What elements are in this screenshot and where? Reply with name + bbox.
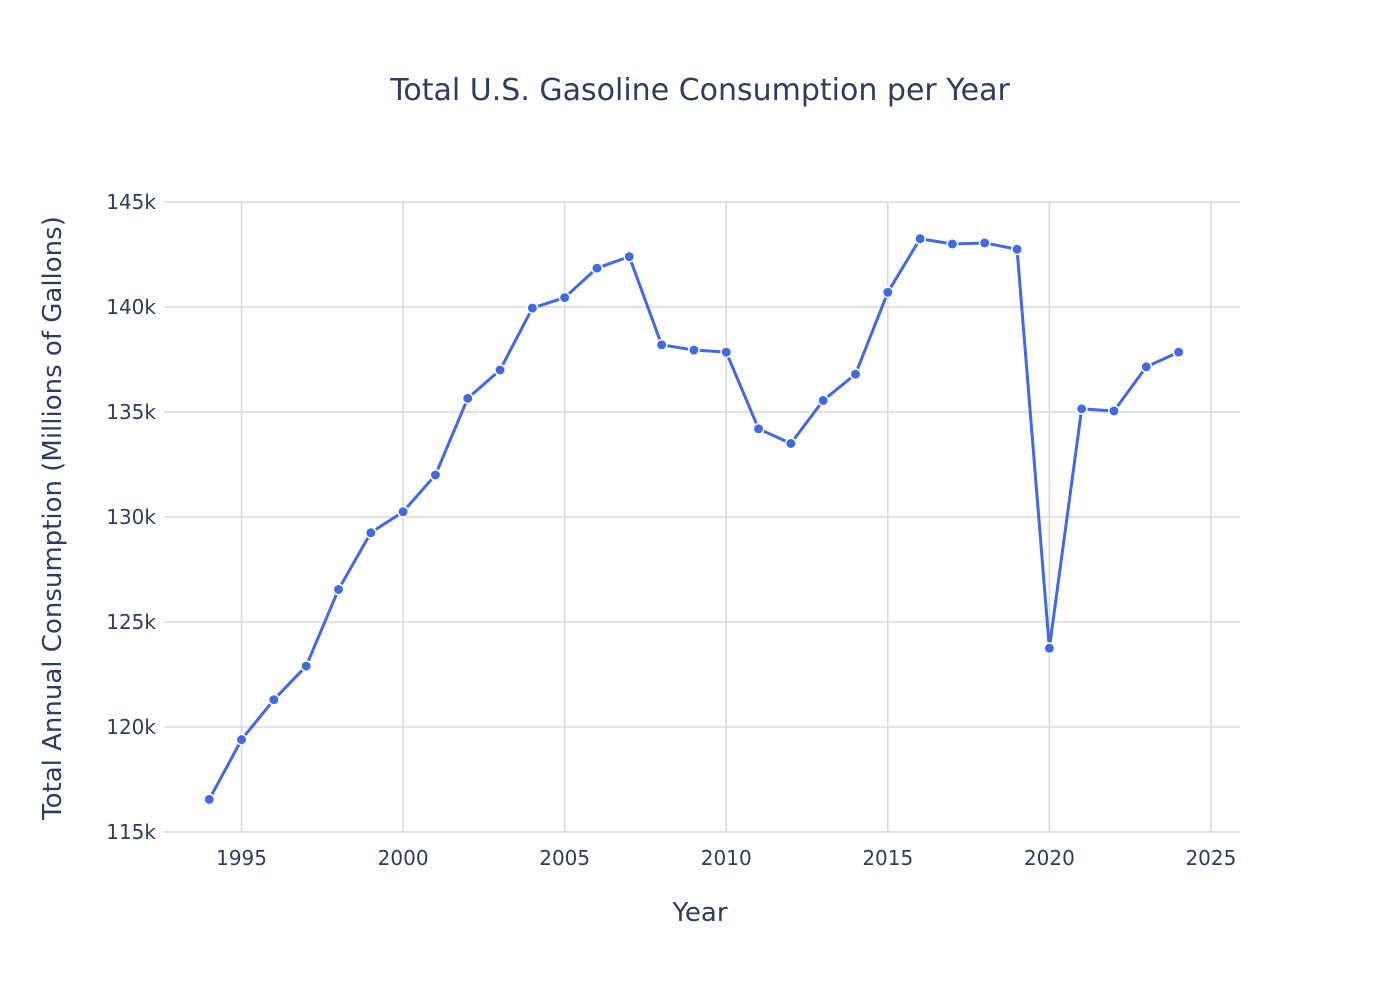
x-tick-label: 2000	[378, 846, 429, 870]
data-point[interactable]	[429, 469, 442, 481]
data-point[interactable]	[817, 394, 830, 407]
data-point[interactable]	[881, 286, 894, 299]
y-tick-label: 120k	[106, 715, 156, 739]
series-layer	[203, 232, 1185, 806]
x-tick-label: 1995	[216, 846, 267, 870]
y-tick-label: 125k	[106, 610, 156, 634]
x-tick-label: 2025	[1185, 846, 1236, 870]
data-point[interactable]	[235, 733, 248, 746]
y-tick-label: 145k	[106, 190, 156, 214]
data-point[interactable]	[720, 346, 733, 359]
y-axis-ticks: 115k 120k 125k 130k 135k 140k 145k	[106, 190, 156, 844]
x-tick-label: 2010	[701, 846, 752, 870]
y-tick-label: 135k	[106, 400, 156, 424]
data-point[interactable]	[203, 793, 216, 806]
data-point[interactable]	[946, 238, 959, 250]
data-point[interactable]	[591, 262, 603, 275]
chart-title: Total U.S. Gasoline Consumption per Year	[389, 73, 1010, 108]
data-point[interactable]	[494, 364, 506, 376]
data-point[interactable]	[300, 660, 313, 673]
data-point[interactable]	[784, 437, 797, 450]
data-point[interactable]	[687, 344, 700, 356]
y-tick-label: 140k	[106, 295, 156, 319]
data-point[interactable]	[1011, 243, 1023, 256]
y-tick-label: 115k	[106, 820, 156, 844]
data-point[interactable]	[1172, 346, 1185, 359]
series-line	[207, 237, 1181, 801]
data-point[interactable]	[332, 583, 345, 596]
data-point[interactable]	[267, 693, 280, 706]
data-point[interactable]	[1043, 642, 1056, 655]
data-point[interactable]	[397, 505, 410, 518]
x-tick-label: 2005	[539, 846, 590, 870]
data-point[interactable]	[1140, 360, 1153, 373]
x-axis-title: Year	[671, 898, 727, 928]
data-point[interactable]	[526, 302, 539, 314]
data-point[interactable]	[752, 422, 765, 435]
y-tick-label: 130k	[106, 505, 156, 529]
x-tick-label: 2015	[862, 846, 913, 870]
y-axis-title: Total Annual Consumption (Millions of Ga…	[38, 216, 68, 821]
data-point[interactable]	[364, 526, 377, 539]
data-point[interactable]	[1108, 405, 1120, 417]
data-point[interactable]	[978, 237, 991, 249]
data-point[interactable]	[1075, 402, 1088, 415]
data-point[interactable]	[461, 392, 474, 405]
data-point[interactable]	[558, 291, 571, 304]
x-tick-label: 2020	[1024, 846, 1075, 870]
data-point[interactable]	[849, 368, 862, 381]
data-point[interactable]	[623, 250, 636, 263]
data-point[interactable]	[655, 338, 668, 351]
gridlines	[164, 201, 1240, 833]
x-axis-ticks: 1995 2000 2005 2010 2015 2020 2025	[216, 846, 1236, 870]
data-point[interactable]	[914, 232, 927, 245]
